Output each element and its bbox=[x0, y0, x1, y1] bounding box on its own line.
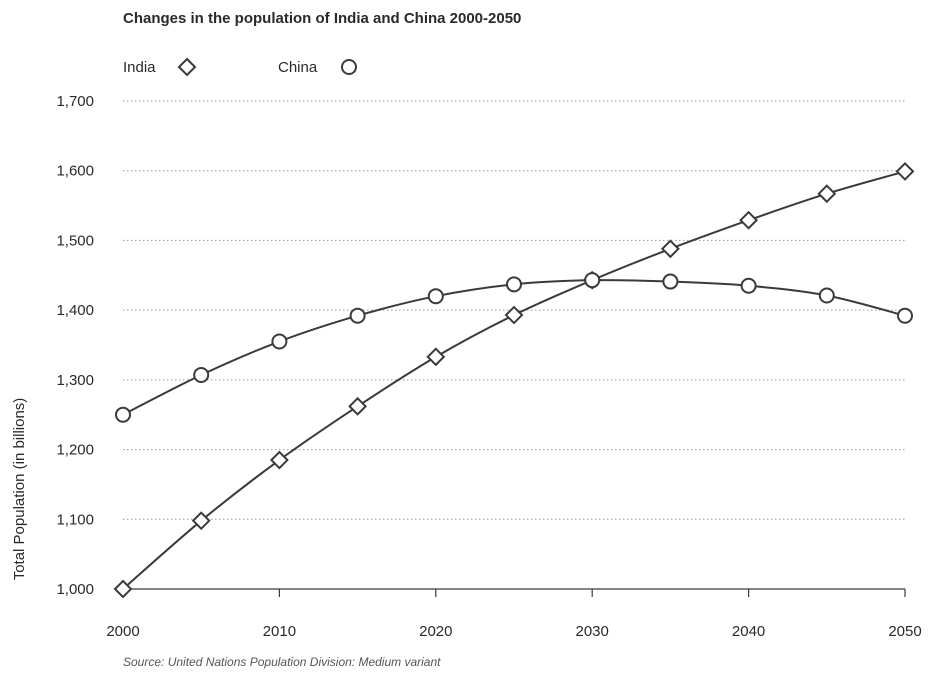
y-tick-label: 1,600 bbox=[56, 163, 94, 180]
india-data-point bbox=[660, 239, 680, 259]
india-data-point bbox=[895, 161, 915, 181]
y-tick-label: 1,200 bbox=[56, 442, 94, 459]
y-tick-label: 1,500 bbox=[56, 232, 94, 249]
series-layer bbox=[113, 161, 915, 599]
x-tick-label: 2040 bbox=[732, 623, 765, 640]
y-tick-label: 1,700 bbox=[56, 93, 94, 110]
x-tick-label: 2020 bbox=[419, 623, 452, 640]
india-data-point bbox=[739, 210, 759, 230]
y-tick-label: 1,400 bbox=[56, 302, 94, 319]
legend: India China bbox=[123, 57, 357, 77]
x-tick-label: 2030 bbox=[576, 623, 609, 640]
china-data-point bbox=[193, 366, 210, 383]
y-tick-label: 1,100 bbox=[56, 511, 94, 528]
india-data-point bbox=[269, 450, 289, 470]
china-data-point bbox=[740, 277, 757, 294]
x-tick-label: 2000 bbox=[106, 623, 139, 640]
legend-label-india: India bbox=[123, 59, 156, 76]
india-data-point bbox=[426, 347, 446, 367]
y-tick-label: 1,000 bbox=[56, 581, 94, 598]
legend-marker-india bbox=[177, 57, 197, 77]
legend-label-china: China bbox=[278, 59, 318, 76]
china-data-point bbox=[506, 276, 522, 293]
india-data-point bbox=[348, 396, 368, 416]
chart-title: Changes in the population of India and C… bbox=[123, 10, 521, 27]
series-china bbox=[115, 272, 913, 423]
china-data-point bbox=[271, 333, 288, 350]
y-axis-label: Total Population (in billions) bbox=[11, 398, 28, 581]
india-data-point bbox=[504, 305, 524, 325]
china-data-point bbox=[818, 287, 835, 304]
india-data-point bbox=[113, 579, 133, 599]
series-india bbox=[113, 161, 915, 599]
china-data-point bbox=[897, 307, 913, 324]
series-line-china bbox=[122, 279, 906, 416]
china-data-point bbox=[349, 307, 366, 324]
china-data-point bbox=[662, 273, 679, 290]
india-data-point bbox=[191, 511, 211, 531]
china-data-point bbox=[584, 272, 601, 289]
china-data-point bbox=[427, 288, 444, 305]
x-tick-label: 2050 bbox=[888, 623, 921, 640]
china-data-point bbox=[115, 406, 131, 423]
india-data-point bbox=[817, 184, 837, 204]
source-note: Source: United Nations Population Divisi… bbox=[123, 655, 441, 669]
axes: 1,000 1,100 1,200 1,300 1,400 1,500 1,600 1,700… bbox=[56, 93, 921, 640]
x-tick-label: 2010 bbox=[263, 623, 296, 640]
y-tick-label: 1,300 bbox=[56, 372, 94, 389]
legend-marker-china bbox=[341, 59, 357, 75]
